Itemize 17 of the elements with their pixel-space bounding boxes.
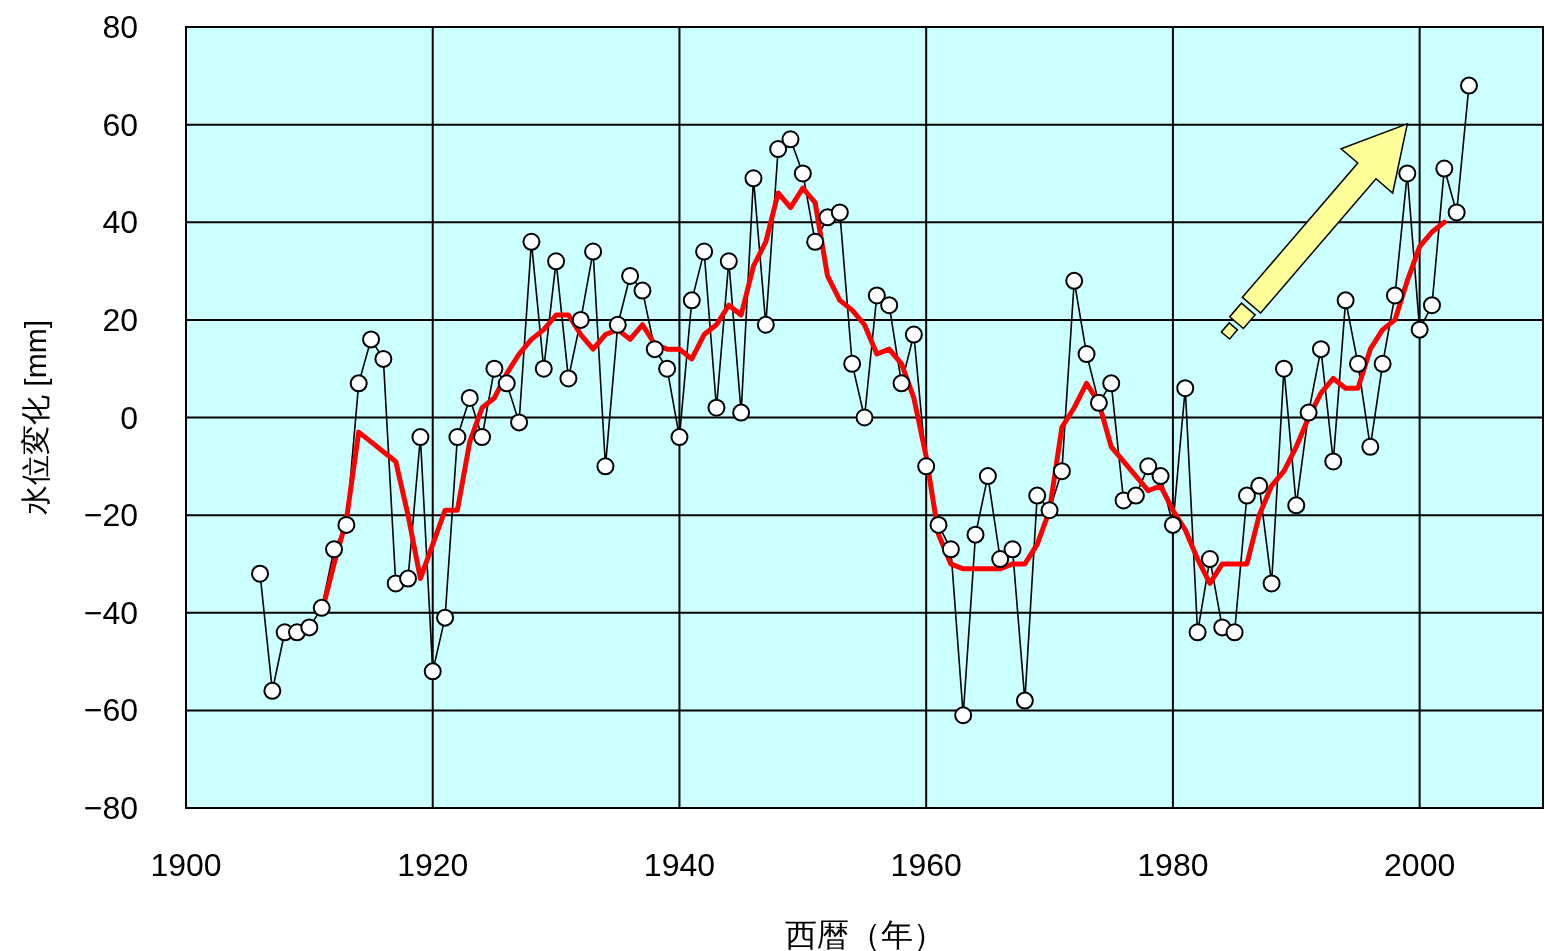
y-tick-label: −60: [83, 692, 138, 729]
x-tick-label: 1960: [890, 847, 962, 883]
y-tick-label: 40: [102, 204, 138, 241]
y-tick-label: 20: [102, 301, 138, 338]
x-tick-label: 1900: [150, 847, 222, 883]
y-axis-title: 水位変化 [mm]: [19, 320, 52, 515]
y-tick-label: −40: [83, 594, 138, 631]
y-tick-label: −80: [83, 790, 138, 826]
y-tick-label: 60: [102, 106, 138, 143]
y-tick-label: 0: [120, 399, 138, 436]
x-tick-label: 1980: [1137, 847, 1209, 883]
y-tick-label: 80: [102, 9, 138, 45]
x-axis-title: 西暦（年）: [784, 917, 945, 951]
x-tick-label: 2000: [1384, 847, 1456, 883]
x-tick-label: 1940: [643, 847, 716, 883]
y-tick-label: −20: [83, 497, 138, 534]
x-tick-label: 1920: [397, 847, 469, 883]
